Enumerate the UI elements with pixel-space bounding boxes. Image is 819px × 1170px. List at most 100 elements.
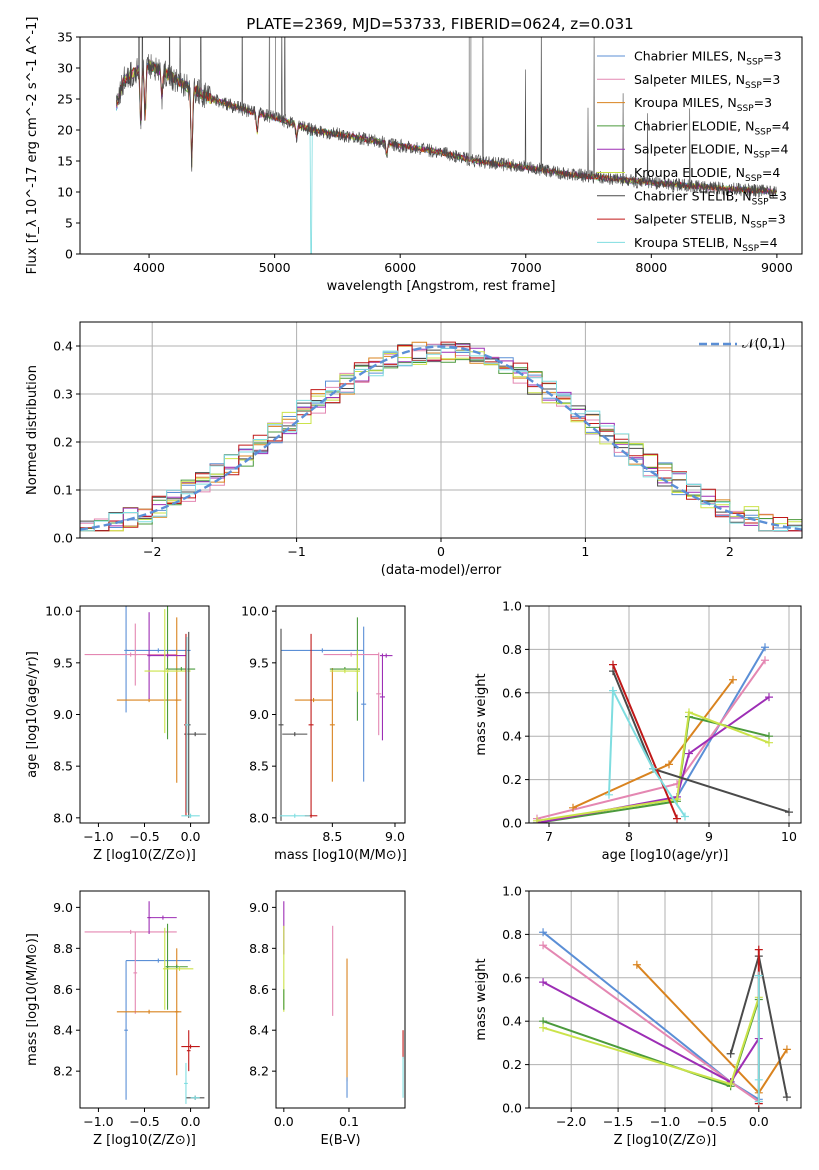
histogram-traces bbox=[80, 341, 802, 532]
weight-line bbox=[542, 996, 760, 1086]
errorbar bbox=[323, 652, 379, 657]
weight-line bbox=[536, 710, 770, 822]
errorbar bbox=[174, 617, 179, 783]
legend-nssp-prefix: , N bbox=[737, 118, 754, 133]
y-tick-label: 0.2 bbox=[502, 1057, 522, 1072]
errorbar bbox=[379, 653, 393, 658]
legend-label: Chabrier STELIB, NSSP=3 bbox=[634, 188, 787, 207]
errorbars bbox=[278, 617, 393, 821]
weight-marker bbox=[533, 816, 541, 823]
y-tick-label: 0.0 bbox=[502, 816, 522, 831]
legend-nssp-value: 4 bbox=[781, 142, 789, 157]
y-tick-label: 5 bbox=[65, 216, 73, 231]
errorbar bbox=[184, 1062, 188, 1104]
legend-nssp-value: 3 bbox=[774, 49, 782, 64]
weight-marker bbox=[609, 660, 617, 669]
weight-marker bbox=[761, 643, 769, 652]
errorbar bbox=[162, 927, 167, 1010]
errorbar bbox=[126, 648, 191, 653]
legend-label: Chabrier MILES, NSSP=3 bbox=[634, 49, 782, 68]
legend-label: Salpeter STELIB, NSSP=3 bbox=[634, 212, 786, 231]
weight-marker bbox=[754, 1097, 763, 1106]
weight-marker bbox=[726, 1049, 735, 1058]
hist-kroupa-elodie bbox=[80, 351, 802, 532]
legend-subscript: SSP bbox=[753, 151, 770, 161]
errorbar bbox=[279, 813, 310, 818]
legend-model-name: Salpeter ELODIE bbox=[634, 142, 736, 157]
y-tick-label: 8.8 bbox=[249, 941, 269, 956]
x-axis-label: (data-model)/error bbox=[381, 563, 502, 578]
hist-salpeter-stelib bbox=[80, 341, 802, 532]
x-axis-label: mass [log10(M/M⊙)] bbox=[274, 848, 407, 863]
x-axis-label: Z [log10(Z/Z⊙)] bbox=[614, 1133, 717, 1148]
y-tick-label: 9.0 bbox=[249, 900, 269, 915]
y-tick-label: 9.5 bbox=[249, 655, 269, 670]
x-tick-label: −2 bbox=[143, 544, 161, 559]
y-tick-label: 8.6 bbox=[53, 982, 73, 997]
weight-marker bbox=[726, 1080, 735, 1089]
x-tick-label: −0.5 bbox=[129, 829, 159, 844]
legend-nssp-value: 3 bbox=[764, 95, 772, 110]
x-tick-label: 9000 bbox=[761, 260, 793, 275]
weight-marker bbox=[754, 1075, 763, 1084]
legend-subscript: SSP bbox=[754, 127, 771, 137]
legend-eq: = bbox=[767, 212, 777, 227]
legend-nssp-prefix: , N bbox=[728, 72, 745, 87]
errorbars bbox=[84, 606, 207, 818]
panel-mass_vs_Z: −1.0 −0.5 0.0 8.2 8.4 8.6 8.8 9.0 Z [log10(Z/Z⊙)… bbox=[25, 890, 210, 1148]
y-axis-label: age [log10(age/yr)] bbox=[25, 651, 40, 778]
errorbar bbox=[165, 966, 194, 971]
weight-series-chabrier-miles bbox=[539, 928, 763, 1104]
weight-line bbox=[612, 664, 678, 820]
y-tick-label: 10.0 bbox=[45, 604, 73, 619]
weight-traces bbox=[539, 928, 791, 1108]
y-tick-label: 30 bbox=[57, 61, 73, 76]
y-axis-label: Normed distribution bbox=[25, 365, 40, 495]
errorbar bbox=[162, 609, 167, 734]
legend-model-name: Kroupa ELODIE bbox=[634, 165, 728, 180]
x-axis-label: Z [log10(Z/Z⊙)] bbox=[93, 848, 196, 863]
x-tick-label: −1.0 bbox=[83, 829, 113, 844]
errorbars bbox=[84, 901, 205, 1104]
errorbar bbox=[133, 623, 138, 686]
x-tick-label: 1 bbox=[581, 544, 589, 559]
weight-series-kroupa-elodie bbox=[539, 993, 763, 1089]
x-tick-label: −0.5 bbox=[697, 1114, 727, 1129]
y-tick-label: 0.6 bbox=[502, 970, 522, 985]
legend-model-name: Chabrier ELODIE bbox=[634, 118, 737, 133]
weight-marker bbox=[632, 960, 641, 969]
x-tick-label: 2 bbox=[726, 544, 734, 559]
x-tick-label: −0.5 bbox=[129, 1114, 159, 1129]
y-tick-label: 0.8 bbox=[502, 927, 522, 942]
y-tick-label: 0.2 bbox=[502, 772, 522, 787]
legend-eq: = bbox=[759, 235, 769, 250]
legend-subscript: SSP bbox=[742, 244, 759, 254]
weight-marker bbox=[665, 760, 673, 769]
weight-marker bbox=[569, 803, 577, 812]
errorbar bbox=[84, 652, 177, 657]
legend-eq: = bbox=[763, 49, 773, 64]
legend-nssp-prefix: , N bbox=[729, 49, 746, 64]
legend-model-name: Salpeter MILES bbox=[634, 72, 728, 87]
errorbar bbox=[329, 669, 360, 674]
errorbar bbox=[329, 668, 335, 782]
y-tick-label: 0.0 bbox=[53, 531, 73, 546]
plot-frame bbox=[528, 605, 802, 824]
legend-subscript: SSP bbox=[746, 58, 763, 68]
errorbar bbox=[181, 813, 200, 818]
errorbar bbox=[281, 648, 364, 653]
panel-spectrum: 4000 5000 6000 7000 8000 9000 0 5 10 15 20 25 30 35 wa… bbox=[25, 17, 803, 294]
weight-marker bbox=[539, 941, 548, 950]
x-tick-label: 9.0 bbox=[385, 829, 405, 844]
y-tick-label: 8.2 bbox=[53, 1064, 73, 1079]
weight-marker bbox=[605, 790, 613, 799]
x-tick-label: 6000 bbox=[384, 260, 416, 275]
legend-nssp-prefix: , N bbox=[736, 142, 753, 157]
legend-subscript: SSP bbox=[750, 221, 767, 231]
x-tick-label: 10 bbox=[781, 829, 797, 844]
y-tick-label: 25 bbox=[57, 92, 73, 107]
y-tick-label: 0.2 bbox=[53, 435, 73, 450]
x-tick-label: −1 bbox=[287, 544, 305, 559]
y-tick-label: 15 bbox=[57, 154, 73, 169]
